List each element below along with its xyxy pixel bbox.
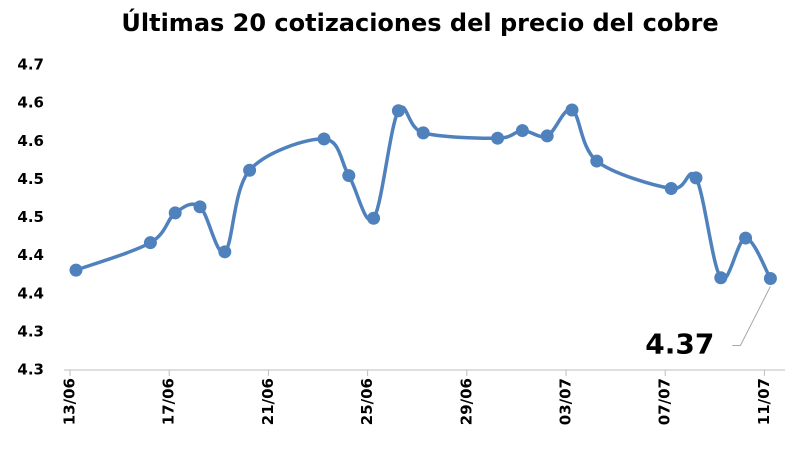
point — [193, 200, 207, 214]
y-tick-label: 4.4 — [17, 246, 44, 264]
point — [491, 131, 505, 145]
point — [218, 245, 232, 259]
y-tick-label: 4.3 — [17, 322, 44, 340]
leader-line — [732, 286, 771, 346]
point — [416, 126, 430, 140]
x-tick-label: 17/06 — [160, 378, 178, 425]
point — [540, 129, 554, 143]
y-tick-label: 4.5 — [17, 208, 44, 226]
point — [763, 272, 777, 285]
y-tick-label: 4.7 — [17, 56, 44, 74]
x-tick-label: 13/06 — [61, 378, 79, 425]
y-tick-label: 4.5 — [17, 170, 44, 188]
point — [243, 163, 257, 177]
point — [69, 263, 83, 277]
point — [664, 182, 678, 196]
y-tick-label: 4.6 — [17, 94, 44, 112]
x-tick-label: 25/06 — [358, 378, 376, 425]
point — [317, 132, 331, 146]
point — [168, 206, 182, 220]
y-tick-label: 4.6 — [17, 132, 44, 150]
point — [367, 211, 381, 225]
point — [565, 103, 579, 117]
data-label: 4.37 — [645, 328, 714, 361]
point — [391, 104, 405, 118]
x-tick-label: 11/07 — [755, 378, 773, 425]
x-tick-label: 21/06 — [259, 378, 277, 425]
point — [590, 154, 604, 168]
point — [515, 124, 529, 138]
point — [714, 271, 728, 285]
point — [342, 169, 356, 183]
y-tick-label: 4.4 — [17, 284, 44, 302]
point — [739, 231, 753, 245]
x-tick-label: 07/07 — [656, 378, 674, 425]
point — [689, 171, 703, 185]
chart-title: Últimas 20 cotizaciones del precio del c… — [121, 7, 718, 37]
point — [143, 236, 157, 250]
y-tick-label: 4.3 — [17, 361, 44, 379]
x-tick-label: 29/06 — [457, 378, 475, 425]
x-tick-label: 03/07 — [557, 378, 575, 425]
